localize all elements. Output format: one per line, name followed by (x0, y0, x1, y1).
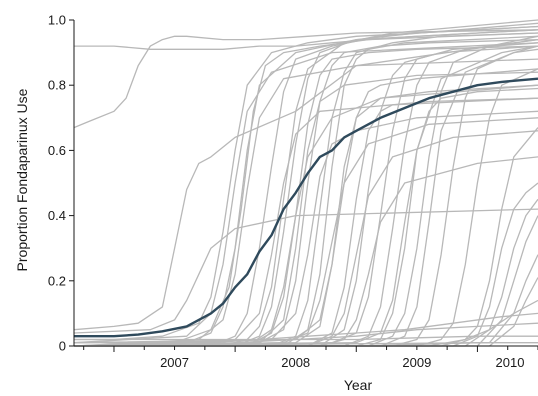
summary-line-group (74, 77, 538, 338)
hospital-line-40 (73, 117, 538, 347)
hospital-line-11 (74, 32, 538, 347)
hospital-line-6 (74, 22, 538, 347)
x-tick-label: 2007 (160, 355, 189, 370)
hospital-line-26 (73, 254, 538, 347)
hospital-line-42 (74, 156, 538, 347)
hospital-line-9 (74, 45, 538, 347)
hospital-line-22 (74, 127, 538, 347)
summary-line (74, 77, 538, 338)
hospital-line-44 (74, 48, 538, 347)
hospital-line-43 (74, 45, 538, 347)
x-axis: 2007 2008 2009 2010 (74, 345, 538, 370)
y-tick-label: 0.6 (48, 143, 66, 158)
hospital-line-24 (74, 198, 538, 347)
hospital-line-13 (73, 68, 538, 347)
hospital-line-38 (73, 42, 538, 344)
hospital-line-5 (73, 32, 538, 347)
x-tick-label: 2010 (496, 355, 525, 370)
hospital-line-18 (73, 87, 538, 347)
hospital-line-41 (74, 130, 538, 347)
hospital-line-45 (73, 29, 538, 347)
background-lines (73, 19, 538, 347)
hospital-line-17 (74, 38, 538, 347)
x-tick-label: 2008 (281, 355, 310, 370)
y-tick-label: 0.8 (48, 78, 66, 93)
x-axis-title: Year (344, 377, 373, 393)
hospital-line-34 (73, 110, 538, 347)
hospital-line-19 (74, 35, 538, 347)
hospital-line-33 (73, 84, 538, 344)
hospital-line-37 (73, 58, 538, 347)
hospital-line-31 (74, 335, 538, 341)
hospital-line-35 (73, 71, 538, 347)
x-tick-label: 2009 (402, 355, 431, 370)
y-tick-label: 0.2 (48, 273, 66, 288)
hospital-line-46 (73, 208, 538, 334)
hospital-line-7 (74, 19, 538, 347)
hospital-line-4 (74, 25, 538, 341)
hospital-line-16 (73, 42, 538, 347)
hospital-line-23 (74, 182, 538, 347)
y-tick-label: 0.4 (48, 208, 66, 223)
hospital-line-30 (74, 312, 538, 344)
y-axis-title: Proportion Fondaparinux Use (14, 88, 30, 271)
hospital-line-2 (73, 29, 538, 129)
y-axis: 0 0.2 0.4 0.6 0.8 1.0 (48, 13, 75, 354)
hospital-line-3 (73, 38, 538, 331)
y-tick-label: 0 (59, 339, 66, 354)
y-tick-label: 1.0 (48, 13, 66, 28)
hospital-line-36 (73, 97, 538, 347)
hospital-line-12 (74, 35, 538, 347)
